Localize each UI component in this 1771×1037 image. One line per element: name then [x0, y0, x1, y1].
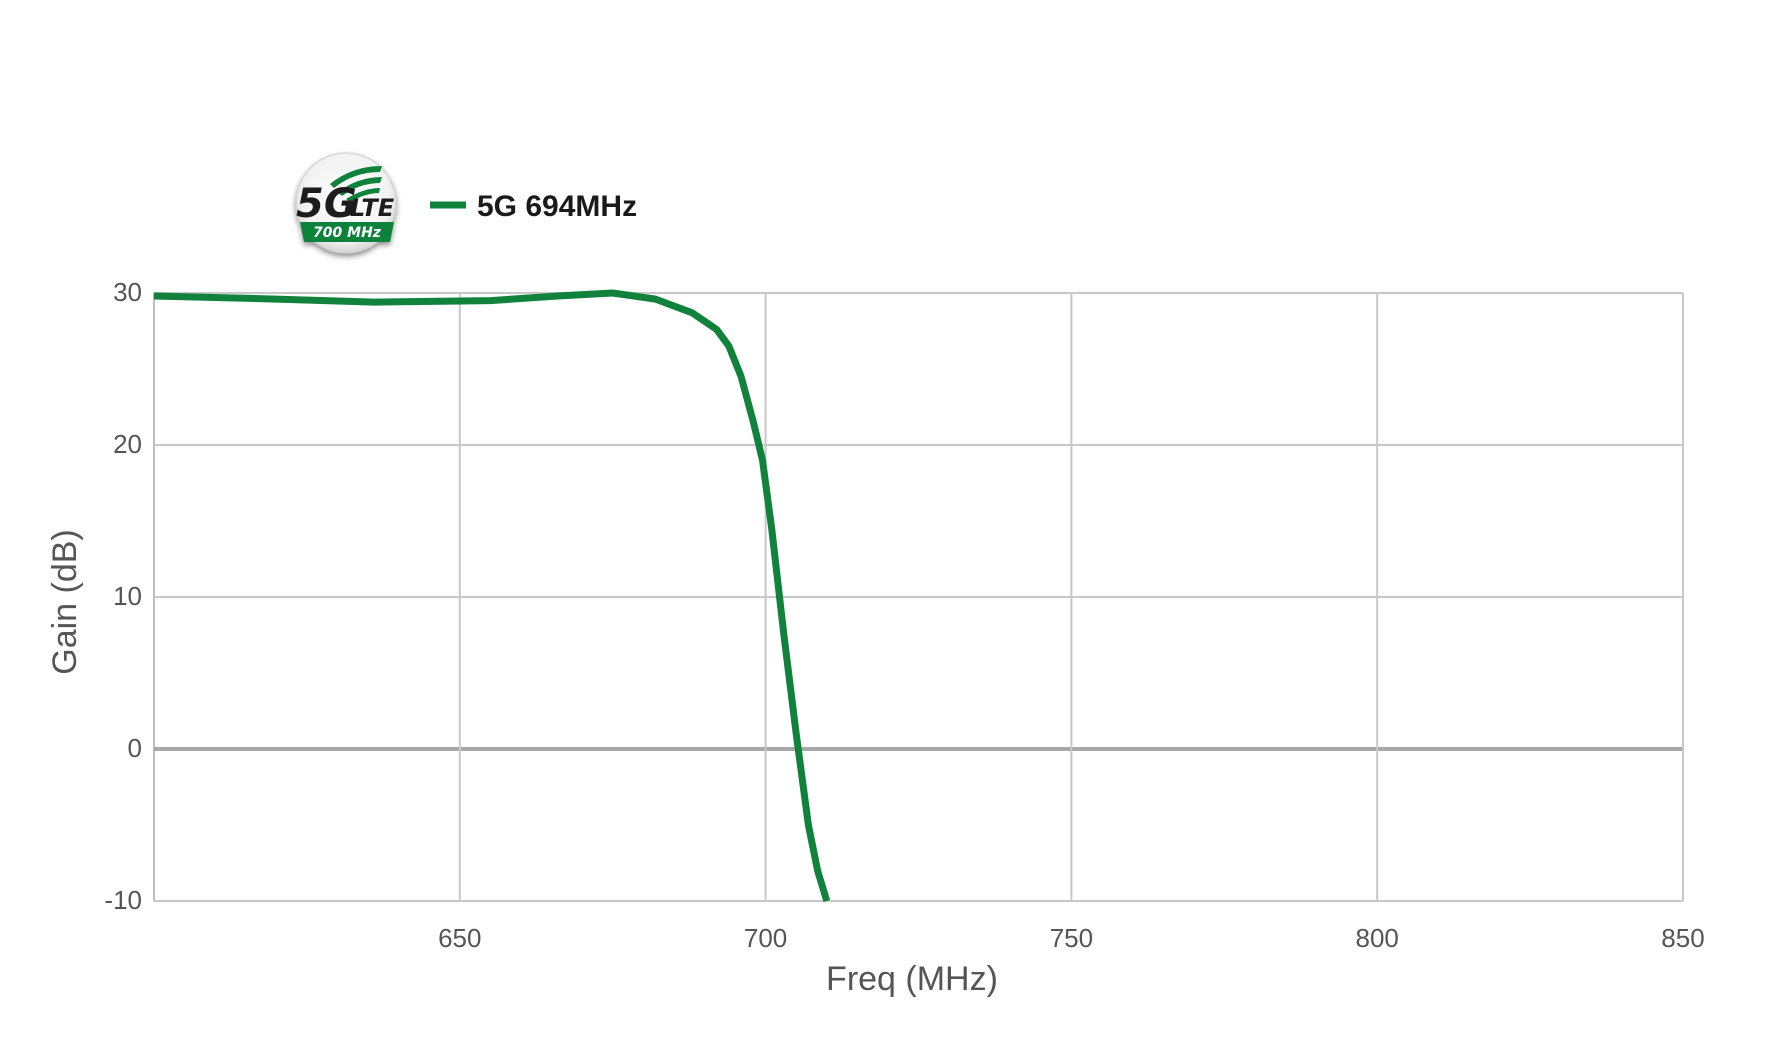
y-axis-title: Gain (dB)	[46, 529, 84, 675]
series-line	[153, 289, 831, 903]
tick-labels: 30 20 10 0 -10 650 700 750 800 850	[104, 277, 1704, 953]
badge-tech-text: LTE	[350, 194, 395, 222]
x-tick-label: 750	[1050, 923, 1093, 953]
y-tick-label: -10	[104, 885, 142, 915]
x-tick-label: 850	[1661, 923, 1704, 953]
badge-band-text: 700 MHz	[313, 225, 382, 241]
legend: 5G 694MHz	[430, 190, 637, 223]
5g-lte-badge-logo: 5G LTE 700 MHz	[295, 152, 397, 254]
x-tick-label: 800	[1356, 923, 1399, 953]
series-layer	[153, 289, 831, 903]
x-tick-label: 650	[438, 923, 481, 953]
y-tick-label: 20	[113, 429, 142, 459]
badge-generation-text: 5G	[296, 181, 357, 227]
x-axis-title: Freq (MHz)	[826, 960, 998, 998]
grid	[153, 292, 1684, 902]
y-tick-label: 10	[113, 581, 142, 611]
badge-band-ribbon	[300, 222, 394, 242]
signal-waves-icon	[330, 166, 382, 202]
legend-label: 5G 694MHz	[477, 190, 637, 223]
y-tick-label: 30	[113, 277, 142, 307]
y-tick-label: 0	[128, 733, 142, 763]
x-tick-label: 700	[744, 923, 787, 953]
